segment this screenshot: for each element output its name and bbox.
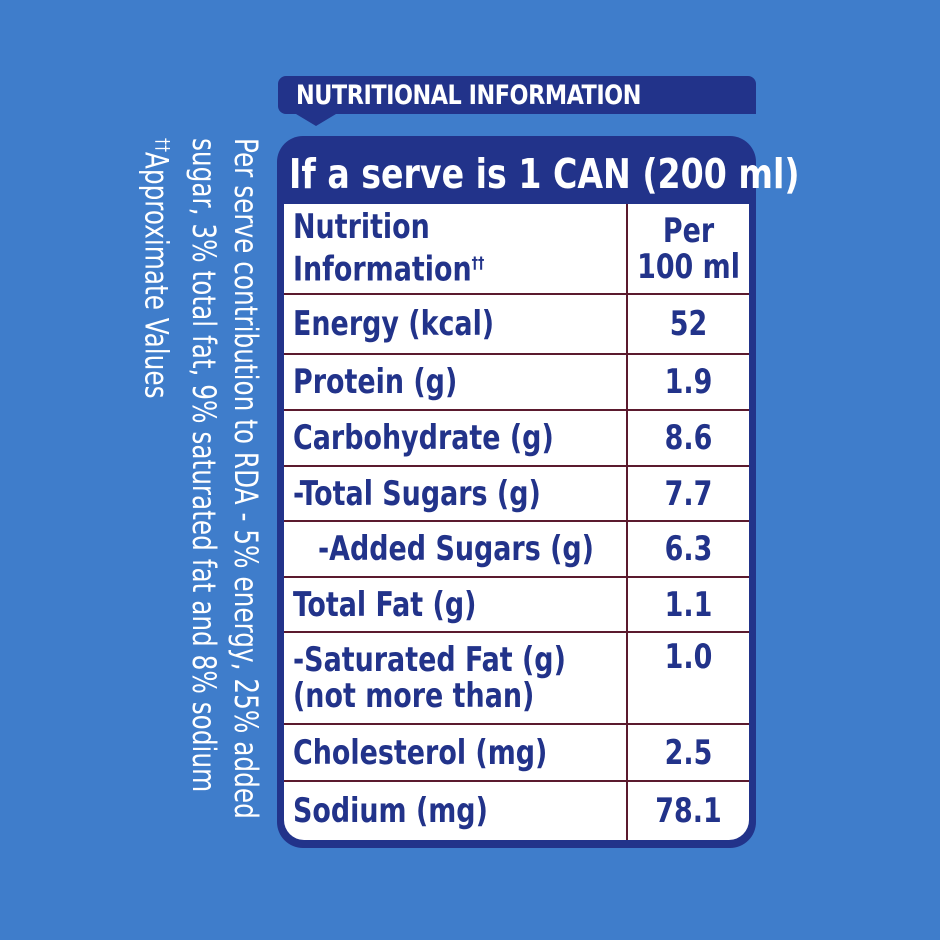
approximate-values-note: ††Approximate Values — [137, 138, 182, 749]
nutrient-label: -Saturated Fat (g) (not more than) — [293, 633, 566, 723]
table-row: Sodium (mg) 78.1 — [284, 782, 749, 840]
tag-title: NUTRITIONAL INFORMATION — [296, 80, 641, 111]
table-row: -Saturated Fat (g) (not more than) 1.0 — [284, 633, 749, 725]
nutrient-label-line-1: -Saturated Fat (g) — [293, 640, 566, 680]
nutrient-label: -Total Sugars (g) — [293, 473, 541, 514]
approximate-mark: †† — [152, 138, 173, 152]
nutrient-label: Cholesterol (mg) — [293, 732, 548, 773]
table-row: Energy (kcal) 52 — [284, 295, 749, 355]
header-label-line-2: Information†† — [293, 249, 485, 290]
nutrient-label-line-2: (not more than) — [293, 676, 535, 716]
header-value: Per 100 ml — [635, 204, 741, 293]
nutrient-value: 78.1 — [655, 791, 722, 831]
table-row: -Added Sugars (g) 6.3 — [284, 522, 749, 578]
nutrient-value: 2.5 — [664, 732, 713, 773]
nutrient-label: -Added Sugars (g) — [318, 529, 594, 569]
approximate-values-text: Approximate Values — [137, 151, 176, 399]
rda-note: Per serve contribution to RDA - 5% energ… — [136, 138, 266, 848]
header-label: Nutrition Information†† — [293, 204, 484, 293]
nutrient-label: Sodium (mg) — [293, 791, 488, 831]
rda-note-line-2: sugar, 3% total fat, 9% saturated fat an… — [185, 138, 223, 793]
table-row: Carbohydrate (g) 8.6 — [284, 411, 749, 467]
nutrient-value: 52 — [669, 304, 708, 344]
nutrient-value: 7.7 — [664, 473, 713, 514]
header-label-mark: †† — [471, 253, 485, 273]
nutrient-label: Total Fat (g) — [293, 584, 477, 625]
header-value-line-1: Per — [662, 210, 715, 251]
nutritional-information-tag: NUTRITIONAL INFORMATION — [278, 76, 756, 126]
table-header-row: Nutrition Information†† Per 100 ml — [284, 204, 749, 295]
nutrient-label: Energy (kcal) — [293, 304, 495, 344]
nutrient-value: 1.1 — [664, 584, 713, 625]
table-row: Total Fat (g) 1.1 — [284, 578, 749, 633]
serve-size-header: If a serve is 1 CAN (200 ml) — [289, 150, 800, 198]
table-row: Cholesterol (mg) 2.5 — [284, 725, 749, 782]
header-value-line-2: 100 ml — [637, 246, 740, 287]
table-row: Protein (g) 1.9 — [284, 355, 749, 411]
nutrient-value: 8.6 — [664, 418, 713, 458]
table-row: -Total Sugars (g) 7.7 — [284, 467, 749, 522]
nutrient-value: 1.0 — [664, 637, 713, 677]
nutrition-card: If a serve is 1 CAN (200 ml) Nutrition I… — [277, 136, 800, 848]
column-divider — [626, 204, 628, 840]
header-label-line-1: Nutrition — [293, 207, 430, 248]
nutrient-label: Carbohydrate (g) — [293, 418, 554, 458]
rda-note-line-1: Per serve contribution to RDA - 5% energ… — [227, 138, 265, 819]
nutrient-value: 6.3 — [664, 529, 713, 569]
nutrient-value: 1.9 — [664, 362, 713, 402]
nutrient-label: Protein (g) — [293, 362, 458, 402]
nutrition-table: Nutrition Information†† Per 100 ml Energ… — [284, 204, 749, 840]
